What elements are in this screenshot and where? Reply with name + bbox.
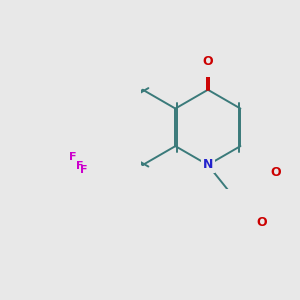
Text: F: F [69,152,76,162]
Text: F: F [76,161,83,171]
Text: O: O [256,216,267,229]
Text: O: O [202,55,213,68]
Text: F: F [80,165,87,175]
Text: O: O [271,166,281,179]
Text: N: N [203,158,213,171]
